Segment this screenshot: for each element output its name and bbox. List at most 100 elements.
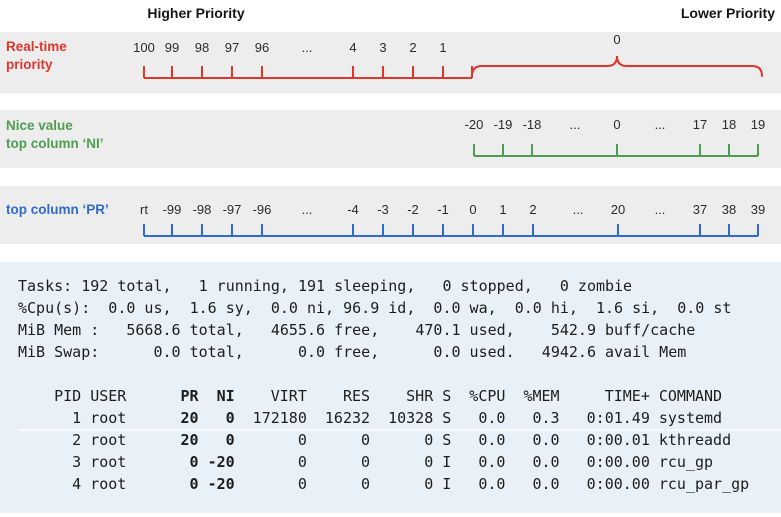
cell-cpu: 0.0 [478,475,506,493]
tick-label: 4 [349,40,357,55]
tick-label: -99 [162,202,182,217]
cell-virt: 172180 [252,409,307,427]
col-s: S [442,387,452,405]
cell-cpu: 0.0 [478,453,506,471]
cell-command: rcu_gp [658,453,714,471]
cell-mem: 0.0 [532,453,560,471]
tick-label: 38 [721,202,737,217]
cell-mem: 0.3 [532,409,560,427]
cell-user: root [90,431,127,449]
col-shr: SHR [406,387,434,405]
cell-s: S [442,431,452,449]
band-realtime-label: Real-time priority [6,39,67,72]
cell-res: 0 [361,475,371,493]
tick-label: 37 [692,202,708,217]
cell-s: S [442,409,452,427]
col-pid: PID [54,387,82,405]
top-summary-mem: MiB Mem : 5668.6 total, 4655.6 free, 470… [18,321,696,339]
cell-pr: 0 [189,475,199,493]
tick-label: -96 [252,202,272,217]
cell-mem: 0.0 [532,431,560,449]
band-pr-label: top column ‘PR’ [6,202,109,217]
cell-s: I [442,453,452,471]
tick-label: 19 [750,117,766,132]
tick-label: ... [301,40,313,55]
top-output-panel: Tasks: 192 total, 1 running, 191 sleepin… [0,262,781,513]
cell-command: systemd [658,409,723,427]
tick-label: ... [654,202,666,217]
ruler-svg [473,144,759,157]
tick-label: -2 [407,202,419,217]
cell-time: 0:00.01 [586,431,650,449]
tick-label: rt [140,202,148,217]
tick-label: 99 [164,40,180,55]
top-summary-tasks: Tasks: 192 total, 1 running, 191 sleepin… [18,277,633,295]
cell-shr: 0 [424,453,434,471]
cell-pid: 3 [72,453,82,471]
tick-label: 1 [499,202,507,217]
ruler-svg [143,224,759,237]
tick-label: ... [301,202,313,217]
ruler-svg [143,55,763,79]
top-summary-swap: MiB Swap: 0.0 total, 0.0 free, 0.0 used.… [18,343,687,361]
tick-label: 39 [750,202,766,217]
band-nice-label: Nice value top column ‘NI’ [6,118,104,151]
nice-scale: -20 -19 -18... 0... 17 18 19 [0,110,781,168]
tick-label: -19 [493,117,513,132]
cell-shr: 10328 [388,409,434,427]
process-row: 4 root 0 -20 0 0 0 I 0.0 0.0 0:00.00 rcu_par_gp [18,473,781,495]
cell-pid: 4 [72,475,82,493]
lower-priority-label: Lower Priority [680,5,775,21]
cell-ni: -20 [207,475,235,493]
col-user: USER [90,387,127,405]
cell-shr: 0 [424,475,434,493]
top-summary-cpu: %Cpu(s): 0.0 us, 1.6 sy, 0.0 ni, 96.9 id… [18,299,732,317]
col-virt: VIRT [270,387,307,405]
tick-label: -1 [437,202,449,217]
cell-ni: 0 [225,431,235,449]
cell-user: root [90,475,127,493]
process-table-header: PID USER PR NI VIRT RES SHR S %CPU %MEM TIME+ COMMA… [18,385,781,407]
brace-zero-label: 0 [613,32,621,47]
tick-label: -98 [192,202,212,217]
blank-line [18,363,781,385]
tick-label: ... [572,202,584,217]
tick-label: 2 [529,202,537,217]
tick-label: 100 [133,40,155,55]
tick-label: -3 [377,202,389,217]
cell-shr: 0 [424,431,434,449]
cell-user: root [90,453,127,471]
cell-command: rcu_par_gp [658,475,750,493]
cell-pr: 0 [189,453,199,471]
cell-virt: 0 [297,475,307,493]
process-row: 3 root 0 -20 0 0 0 I 0.0 0.0 0:00.00 rcu_gp [18,451,781,473]
process-row: 1 root 20 0 172180 16232 10328 S 0.0 0.3 0:01.49 sy… [18,407,781,429]
cell-virt: 0 [297,453,307,471]
tick-label: -20 [464,117,484,132]
cell-pid: 1 [72,409,82,427]
pr-scale: rt -99 -98 -97 -96... -4 -3 -2 -1 0 1 2... 20... 37 38… [0,186,781,244]
process-row: 2 root 20 0 0 0 0 S 0.0 0.0 0:00.01 kthreadd [18,429,781,451]
tick-label: 97 [224,40,240,55]
cell-virt: 0 [297,431,307,449]
cell-mem: 0.0 [532,475,560,493]
col-mem: %MEM [523,387,560,405]
ruler-path [143,224,759,237]
col-cpu: %CPU [469,387,506,405]
cell-pid: 2 [72,431,82,449]
col-time: TIME+ [604,387,650,405]
tick-label: 98 [194,40,210,55]
cell-res: 16232 [324,409,371,427]
col-res: RES [342,387,371,405]
cell-res: 0 [361,431,371,449]
cell-cpu: 0.0 [478,409,506,427]
tick-label: -18 [522,117,542,132]
col-ni: NI [216,387,235,405]
tick-label: 0 [469,202,477,217]
zero-brace [471,55,763,77]
tick-label: 0 [613,117,621,132]
col-command: COMMAND [658,387,723,405]
higher-priority-label: Higher Priority [147,5,245,21]
process-table: PID USER PR NI VIRT RES SHR S %CPU %MEM TIME+ COMMA… [18,385,781,495]
